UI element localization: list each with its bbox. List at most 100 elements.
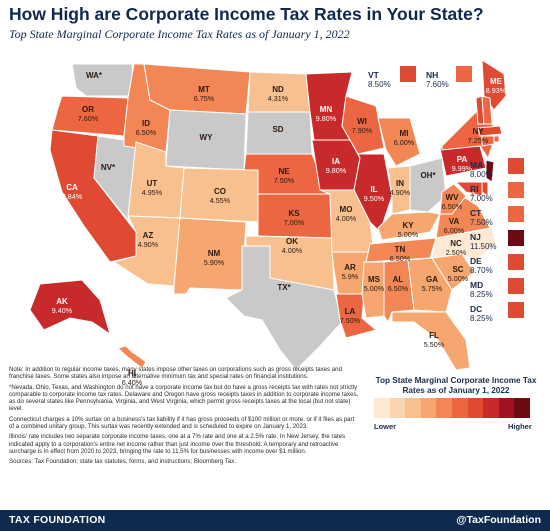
legend-swatch-7 <box>483 398 499 418</box>
legend-color-scale <box>374 398 530 418</box>
note-connecticut: Connecticut charges a 10% surtax on a bu… <box>9 415 355 431</box>
side-swatch-md <box>508 278 524 294</box>
state-or <box>51 95 129 137</box>
legend-swatch-2 <box>405 398 421 418</box>
side-abbr-de: DE <box>470 256 482 266</box>
state-rate-ok: 4.00% <box>282 246 303 255</box>
side-rate-ma: 8.00% <box>470 170 493 179</box>
side-rate-de: 8.70% <box>470 266 493 275</box>
state-rate-ut: 4.95% <box>142 188 163 197</box>
side-abbr-ri: RI <box>470 184 479 194</box>
legend-swatch-1 <box>389 398 406 418</box>
side-label-ri: RI 7.00% <box>470 184 493 203</box>
state-rate-hi: 6.40% <box>122 378 143 387</box>
state-rate-ga: 5.75% <box>422 284 443 293</box>
state-abbr-al: AL <box>393 275 404 284</box>
page-title: How High are Corporate Income Tax Rates … <box>9 4 484 24</box>
state-abbr-ar: AR <box>344 263 356 272</box>
state-rate-al: 6.50% <box>388 284 409 293</box>
state-nv <box>93 135 137 222</box>
state-ct <box>481 135 495 147</box>
footer-brand: TAX FOUNDATION <box>9 514 106 526</box>
state-abbr-nm: NM <box>208 249 221 258</box>
state-abbr-va: VA <box>449 217 460 226</box>
side-label-nj: NJ 11.50% <box>470 232 497 251</box>
state-abbr-ca: CA <box>66 183 78 192</box>
side-rate-dc: 8.25% <box>470 314 493 323</box>
state-rate-sc: 5.00% <box>448 274 469 283</box>
footer-handle[interactable]: @TaxFoundation <box>456 514 541 526</box>
state-abbr-mt: MT <box>198 85 210 94</box>
state-rate-id: 6.50% <box>136 128 157 137</box>
state-abbr-ia: IA <box>332 157 340 166</box>
side-swatch-de <box>508 254 524 270</box>
state-labels: WA*OR7.60%CA8.84%NV*ID6.50%MT6.75%WYUT4.… <box>52 71 507 387</box>
state-md <box>454 181 483 197</box>
side-abbr-md: MD <box>470 280 484 290</box>
state-nm <box>173 217 247 295</box>
state-abbr-mo: MO <box>340 205 353 214</box>
state-abbr-id: ID <box>142 119 150 128</box>
side-swatch-dc <box>508 302 524 318</box>
notes-block: Note: In addition to regular income taxe… <box>9 366 361 469</box>
state-shapes <box>29 59 507 371</box>
state-abbr-in: IN <box>396 179 404 188</box>
state-rate-me: 8.93% <box>486 86 507 95</box>
state-abbr-ky: KY <box>402 221 414 230</box>
state-abbr-co: CO <box>214 187 226 196</box>
legend-lower-label: Lower <box>374 422 397 431</box>
state-hi <box>117 345 147 369</box>
state-abbr-il: IL <box>370 185 377 194</box>
state-oh <box>409 157 447 213</box>
side-rate-vt: 8.50% <box>368 80 391 89</box>
state-abbr-ga: GA <box>426 275 438 284</box>
legend-higher-label: Higher <box>508 422 532 431</box>
note-general: Note: In addition to regular income taxe… <box>9 366 342 381</box>
side-label-de: DE 8.70% <box>470 256 493 275</box>
state-abbr-nc: NC <box>450 239 462 248</box>
side-label-dc: DC 8.25% <box>470 304 493 323</box>
state-abbr-fl: FL <box>429 331 439 340</box>
side-swatch-nj <box>508 230 524 246</box>
state-rate-la: 7.50% <box>340 316 361 325</box>
legend-swatch-6 <box>467 398 484 418</box>
state-rate-ms: 5.00% <box>364 284 385 293</box>
state-abbr-ak: AK <box>56 297 68 306</box>
state-rate-mt: 6.75% <box>194 94 215 103</box>
side-abbr-nh: NH <box>426 70 439 80</box>
side-label-md: MD 8.25% <box>470 280 493 299</box>
state-abbr-la: LA <box>345 307 356 316</box>
state-ma <box>477 125 503 137</box>
side-rate-md: 8.25% <box>470 290 493 299</box>
state-rate-ky: 5.00% <box>398 230 419 239</box>
state-rate-nd: 4.31% <box>268 94 289 103</box>
state-abbr-tn: TN <box>395 245 406 254</box>
side-rate-nh: 7.60% <box>426 80 449 89</box>
side-rate-ri: 7.00% <box>470 194 493 203</box>
state-wi <box>341 95 385 155</box>
state-rate-or: 7.60% <box>78 114 99 123</box>
side-swatch-nh <box>456 66 472 82</box>
state-nh <box>481 95 493 125</box>
state-ak <box>29 279 111 336</box>
state-abbr-me: ME <box>490 77 503 86</box>
state-abbr-nd: ND <box>272 85 284 94</box>
legend-swatch-0 <box>374 398 390 418</box>
state-abbr-ut: UT <box>147 179 158 188</box>
state-abbr-az: AZ <box>143 231 154 240</box>
state-rate-ak: 9.40% <box>52 306 73 315</box>
side-abbr-dc: DC <box>470 304 483 314</box>
state-abbr-pa: PA <box>457 155 468 164</box>
state-abbr-wy: WY <box>200 133 214 142</box>
side-swatch-ct <box>508 206 524 222</box>
state-rate-pa: 9.99% <box>452 164 473 173</box>
state-abbr-mn: MN <box>320 105 333 114</box>
side-rate-ct: 7.50% <box>470 218 493 227</box>
state-rate-az: 4.90% <box>138 240 159 249</box>
state-abbr-tx: TX* <box>277 283 291 292</box>
state-il <box>353 153 393 233</box>
state-abbr-hi: HI <box>128 369 136 378</box>
state-rate-mo: 4.00% <box>336 214 357 223</box>
note-gross-receipts: *Nevada, Ohio, Texas, and Washington do … <box>9 383 359 413</box>
